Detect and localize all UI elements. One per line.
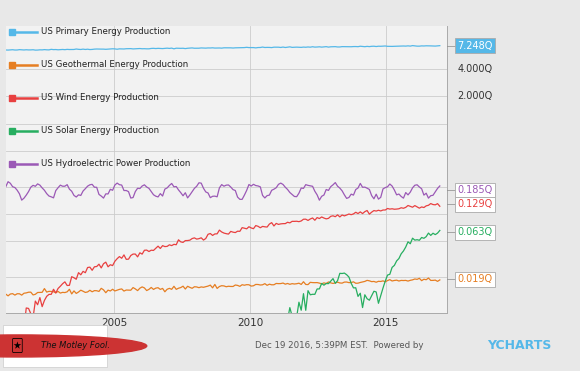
Text: 7.248Q: 7.248Q <box>457 41 492 51</box>
Text: US Hydroelectric Power Production: US Hydroelectric Power Production <box>41 160 190 168</box>
Text: 🃏: 🃏 <box>11 338 24 354</box>
Text: YCHARTS: YCHARTS <box>487 339 552 352</box>
Text: US Primary Energy Production: US Primary Energy Production <box>41 27 171 36</box>
Text: 4.000Q: 4.000Q <box>457 64 492 74</box>
Text: 2.000Q: 2.000Q <box>457 91 492 101</box>
Text: 0.019Q: 0.019Q <box>457 275 492 285</box>
Text: 0.185Q: 0.185Q <box>457 185 492 195</box>
Text: US Wind Energy Production: US Wind Energy Production <box>41 93 159 102</box>
Text: The Motley Fool.: The Motley Fool. <box>41 341 110 351</box>
FancyBboxPatch shape <box>3 325 107 367</box>
Text: Dec 19 2016, 5:39PM EST.  Powered by: Dec 19 2016, 5:39PM EST. Powered by <box>255 341 426 351</box>
Text: 0.063Q: 0.063Q <box>457 227 492 237</box>
Text: 0.129Q: 0.129Q <box>457 199 492 209</box>
Text: US Solar Energy Production: US Solar Energy Production <box>41 127 159 135</box>
Circle shape <box>0 335 147 357</box>
Text: US Geothermal Energy Production: US Geothermal Energy Production <box>41 60 188 69</box>
